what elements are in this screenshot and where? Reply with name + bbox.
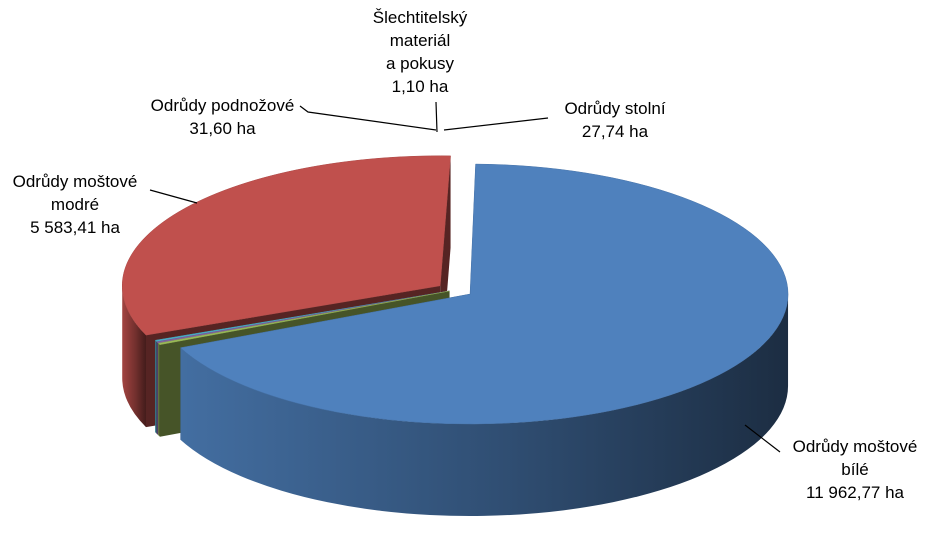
pie-slice-top bbox=[157, 290, 450, 345]
slice-label-line: Odrůdy moštové bbox=[792, 437, 918, 456]
slice-label-line: Odrůdy podnožové bbox=[150, 96, 295, 115]
slice-label-podnozove: Odrůdy podnožové 31,60 ha bbox=[135, 94, 310, 140]
slice-label-line: Šlechtitelský bbox=[372, 8, 468, 27]
slice-label-line: materiál bbox=[389, 31, 451, 50]
pie-slice-side bbox=[158, 343, 160, 437]
slice-label-value: 1,10 ha bbox=[391, 77, 449, 96]
slice-label-mostove-modre: Odrůdy moštové modré 5 583,41 ha bbox=[0, 170, 150, 239]
leader-line-2 bbox=[443, 117, 549, 131]
leader-line-3 bbox=[435, 101, 438, 133]
pie-slice-top bbox=[122, 155, 451, 336]
leader-line-5 bbox=[149, 189, 198, 204]
pie-slice-1 bbox=[179, 163, 789, 517]
slice-label-mostove-bile: Odrůdy moštové bílé 11 962,77 ha bbox=[775, 435, 935, 504]
slice-label-value: 11 962,77 ha bbox=[806, 483, 904, 502]
pie-slice-top bbox=[179, 163, 789, 425]
slice-label-line: modré bbox=[50, 195, 100, 214]
slice-label-value: 31,60 ha bbox=[189, 119, 256, 138]
pie-slice-side bbox=[180, 294, 789, 517]
slice-label-stolni: Odrůdy stolní 27,74 ha bbox=[545, 97, 685, 143]
leader-line-1 bbox=[744, 424, 781, 453]
slice-label-line: a pokusy bbox=[385, 54, 455, 73]
pie-slice-side bbox=[122, 285, 146, 428]
slice-label-value: 5 583,41 ha bbox=[30, 218, 120, 237]
pie-slice-side bbox=[156, 341, 159, 436]
slice-label-value: 27,74 ha bbox=[581, 122, 649, 141]
pie-slice-side bbox=[155, 340, 157, 434]
slice-label-line: bílé bbox=[841, 460, 869, 479]
slice-label-slechtitelsky: Šlechtitelský materiál a pokusy 1,10 ha bbox=[350, 6, 490, 98]
leader-line-4 bbox=[299, 105, 437, 131]
slice-label-line: Odrůdy stolní bbox=[564, 99, 666, 118]
slice-label-line: Odrůdy moštové bbox=[12, 172, 138, 191]
